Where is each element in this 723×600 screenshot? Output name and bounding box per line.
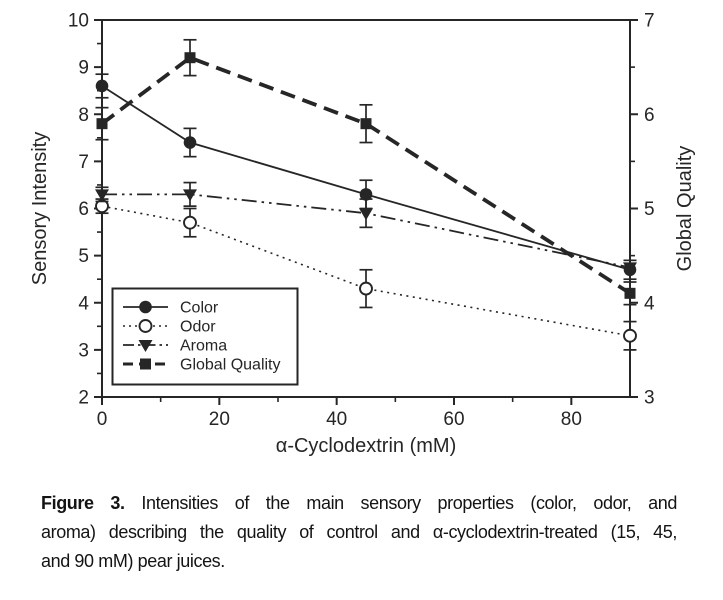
- y-right-tick-label: 5: [644, 199, 655, 220]
- caption-text-1: Intensities of the main sensory properti…: [141, 493, 677, 513]
- y-right-tick-label: 7: [644, 11, 655, 32]
- y-right-axis-title: Global Quality: [674, 146, 696, 272]
- chart-legend: Color Odor Aroma Global Quality: [111, 287, 299, 386]
- y-right-tick-label: 3: [644, 388, 655, 409]
- y-axis-left: 2 3 4 5 6 7 8 9 10 Sensory Intensity: [29, 11, 102, 409]
- y-left-tick-label: 7: [78, 152, 89, 173]
- marker-triangle-down: [359, 208, 373, 221]
- caption-line-3: and 90 mM) pear juices.: [41, 551, 225, 571]
- marker-circle-open: [183, 215, 197, 230]
- marker-circle-filled: [359, 188, 373, 201]
- y-left-tick-label: 5: [78, 246, 89, 267]
- figure-caption: Figure 3. Intensities of the main sensor…: [41, 489, 677, 576]
- sensory-chart: 0 20 40 60 80 α-Cyclodextrin (mM) 2 3 4 5 6 7 8 9 10 Se…: [29, 11, 696, 458]
- y-left-tick-label: 6: [78, 199, 89, 220]
- caption-line-2: aroma) describing the quality of control…: [41, 522, 677, 542]
- y-left-tick-label: 2: [78, 388, 89, 409]
- marker-triangle-down: [183, 189, 197, 202]
- marker-triangle-down: [138, 340, 153, 352]
- marker-circle-open: [359, 281, 373, 296]
- marker-circle-filled: [183, 136, 197, 149]
- y-right-tick-label: 4: [644, 293, 655, 314]
- marker-triangle-down: [95, 189, 109, 202]
- marker-circle-open: [138, 319, 153, 333]
- y-left-tick-label: 4: [78, 293, 89, 314]
- y-axis-right: 3 4 5 6 7 Global Quality: [630, 11, 696, 409]
- series-color: [95, 73, 637, 281]
- series-odor: [95, 198, 637, 351]
- x-tick-label: 20: [209, 409, 230, 430]
- marker-square-filled: [184, 52, 196, 64]
- y-left-tick-label: 9: [78, 58, 89, 79]
- marker-circle-filled: [139, 300, 152, 314]
- x-axis: 0 20 40 60 80 α-Cyclodextrin (mM): [97, 397, 582, 457]
- chart-svg: 0 20 40 60 80 α-Cyclodextrin (mM) 2 3 4 5 6 7 8 9 10 Se…: [29, 11, 696, 458]
- caption-label: Figure 3.: [41, 493, 125, 513]
- legend-label: Aroma: [180, 338, 227, 355]
- x-tick-label: 80: [561, 409, 582, 430]
- legend-label: Global Quality: [180, 357, 281, 374]
- marker-circle-filled: [623, 263, 637, 277]
- x-tick-label: 60: [443, 409, 464, 430]
- x-axis-title: α-Cyclodextrin (mM): [276, 435, 456, 457]
- marker-square-filled: [624, 287, 636, 299]
- legend-label: Odor: [180, 319, 216, 336]
- marker-square-filled: [96, 118, 108, 130]
- legend-label: Color: [180, 300, 219, 317]
- series-global-quality: [95, 38, 637, 306]
- x-tick-label: 0: [97, 409, 108, 430]
- marker-square-filled: [360, 118, 372, 130]
- caption-line-1: Figure 3. Intensities of the main sensor…: [41, 489, 677, 518]
- y-left-tick-label: 8: [78, 105, 89, 126]
- y-left-axis-title: Sensory Intensity: [29, 132, 51, 285]
- x-tick-label: 40: [326, 409, 347, 430]
- y-left-tick-label: 3: [78, 340, 89, 361]
- marker-circle-filled: [95, 79, 109, 93]
- y-right-tick-label: 6: [644, 105, 655, 126]
- marker-circle-open: [623, 328, 637, 343]
- y-left-tick-label: 10: [68, 11, 89, 32]
- marker-square-filled: [140, 358, 151, 370]
